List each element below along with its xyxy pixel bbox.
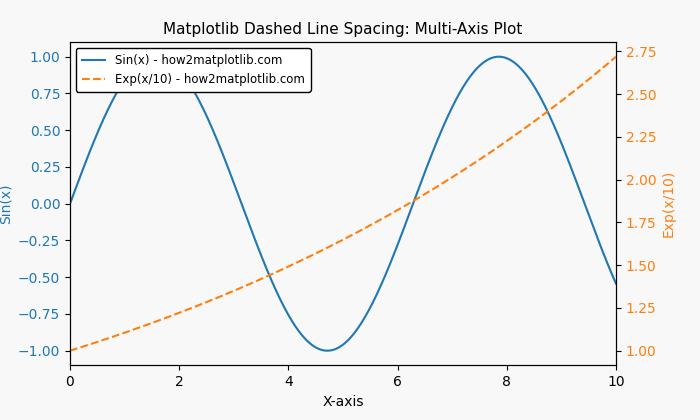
- Sin(x) - how2matplotlib.com: [495, 54, 503, 59]
- Legend: Sin(x) - how2matplotlib.com, Exp(x/10) - how2matplotlib.com: Sin(x) - how2matplotlib.com, Exp(x/10) -…: [76, 48, 311, 92]
- Sin(x) - how2matplotlib.com: [323, 348, 331, 353]
- Sin(x) - how2matplotlib.com: [330, 347, 338, 352]
- Y-axis label: Sin(x): Sin(x): [0, 184, 13, 224]
- Sin(x) - how2matplotlib.com: [612, 281, 620, 286]
- Sin(x) - how2matplotlib.com: [392, 246, 400, 251]
- Title: Matplotlib Dashed Line Spacing: Multi-Axis Plot: Matplotlib Dashed Line Spacing: Multi-Ax…: [163, 22, 523, 37]
- Exp(x/10) - how2matplotlib.com: [328, 242, 337, 247]
- Exp(x/10) - how2matplotlib.com: [361, 226, 370, 231]
- Sin(x) - how2matplotlib.com: [515, 65, 524, 70]
- Y-axis label: Exp(x/10): Exp(x/10): [662, 170, 676, 237]
- Exp(x/10) - how2matplotlib.com: [391, 209, 399, 214]
- Sin(x) - how2matplotlib.com: [363, 312, 371, 317]
- Line: Sin(x) - how2matplotlib.com: Sin(x) - how2matplotlib.com: [70, 57, 616, 351]
- Sin(x) - how2matplotlib.com: [326, 348, 335, 353]
- Exp(x/10) - how2matplotlib.com: [598, 65, 607, 70]
- Line: Exp(x/10) - how2matplotlib.com: Exp(x/10) - how2matplotlib.com: [70, 57, 616, 351]
- Exp(x/10) - how2matplotlib.com: [513, 131, 522, 136]
- Exp(x/10) - how2matplotlib.com: [325, 244, 333, 249]
- Exp(x/10) - how2matplotlib.com: [66, 348, 74, 353]
- Sin(x) - how2matplotlib.com: [601, 255, 609, 260]
- Exp(x/10) - how2matplotlib.com: [612, 54, 620, 59]
- X-axis label: X-axis: X-axis: [322, 395, 364, 409]
- Sin(x) - how2matplotlib.com: [66, 201, 74, 206]
